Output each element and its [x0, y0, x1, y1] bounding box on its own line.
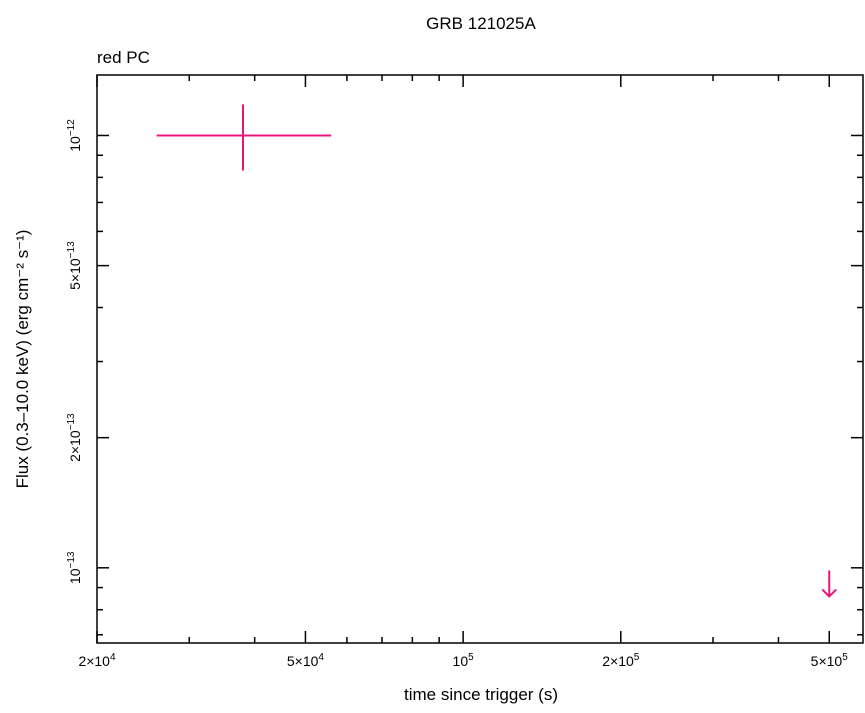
- x-axis-label: time since trigger (s): [404, 685, 558, 704]
- y-tick-label: 5×10−13: [66, 241, 83, 290]
- x-tick-label: 2×105: [602, 652, 640, 669]
- chart-subtitle: red PC: [97, 48, 150, 67]
- x-tick-label: 5×105: [811, 652, 849, 669]
- x-tick-label: 2×104: [78, 652, 116, 669]
- y-tick-label: 10−12: [66, 119, 83, 152]
- plot-frame: [96, 74, 864, 644]
- upper-limit-arrow: [821, 570, 837, 598]
- y-axis-label: Flux (0.3–10.0 keV) (erg cm⁻² s⁻¹): [13, 230, 32, 489]
- tick-marks: [96, 75, 863, 643]
- upper-limit-head: [821, 588, 837, 598]
- chart-title: GRB 121025A: [426, 14, 536, 33]
- y-tick-label: 2×10−13: [66, 413, 83, 462]
- data-point: [156, 104, 332, 171]
- y-tick-label: 10−13: [66, 551, 83, 584]
- x-tick-label: 5×104: [287, 652, 325, 669]
- tick-labels: 2×104 5×104 105 2×105 5×105 10−12 5×10−13 2×10−…: [66, 119, 848, 669]
- x-tick-label: 105: [453, 652, 475, 669]
- data-marks: [156, 104, 837, 598]
